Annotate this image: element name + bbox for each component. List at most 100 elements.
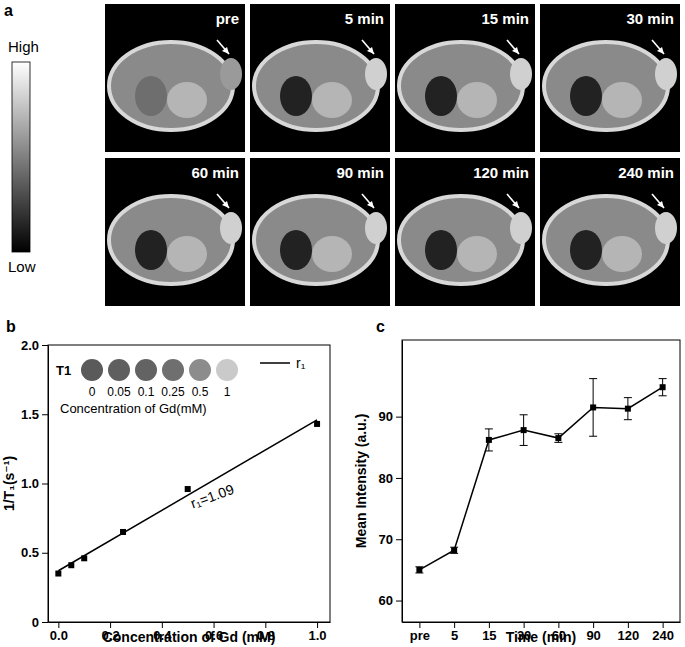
mri-organ: [602, 82, 642, 118]
error-bar: [450, 547, 458, 553]
arrow: [362, 194, 374, 208]
data-point: [120, 529, 126, 535]
time-label: pre: [216, 10, 239, 27]
tick: 70: [379, 532, 402, 547]
panel-label: a: [4, 2, 13, 19]
error-cap: [624, 397, 632, 398]
time-label: 15 min: [481, 10, 529, 27]
axis-title: Mean Intensity (a.u.): [353, 414, 369, 549]
mri-tile: 15 min: [395, 4, 535, 152]
mri-tile: 90 min: [250, 158, 390, 306]
tick-label: 0: [32, 615, 39, 630]
tick-label: 240: [652, 628, 674, 643]
plot-area: [55, 420, 320, 577]
data-point: [81, 555, 87, 561]
tick-label: 0.0: [50, 628, 68, 643]
tick-mark: [396, 539, 402, 540]
mri-body: [254, 42, 378, 130]
mri-tumor: [655, 212, 677, 244]
tick-label: 90: [379, 409, 393, 424]
mri-organ: [570, 230, 602, 270]
tick-label: 70: [379, 532, 393, 547]
time-label: 120 min: [473, 164, 529, 181]
error-cap: [659, 378, 667, 379]
tick-label: 5: [451, 628, 458, 643]
mri-image: [105, 4, 245, 152]
mri-tumor: [220, 212, 242, 244]
tick: 15: [482, 622, 496, 643]
tick-mark: [419, 622, 420, 628]
mri-tile: 120 min: [395, 158, 535, 306]
tick-mark: [396, 601, 402, 602]
mri-tumor: [655, 58, 677, 90]
mri-image: [105, 158, 245, 306]
error-bar: [415, 567, 423, 573]
error-bar: [485, 429, 493, 451]
tick: 90: [379, 409, 402, 424]
mri-tile: 30 min: [540, 4, 680, 152]
tick: 120: [618, 622, 640, 643]
mri-organ: [425, 76, 457, 116]
inset-value: 0.05: [107, 385, 131, 399]
arrow: [507, 194, 519, 208]
tick-mark: [265, 622, 266, 628]
mri-tile: 5 min: [250, 4, 390, 152]
mri-body: [399, 196, 523, 284]
arrow: [507, 40, 519, 54]
arrow-head: [512, 201, 519, 208]
legend: r₁: [260, 355, 306, 371]
sample-spot: [108, 359, 130, 381]
tick-mark: [162, 622, 163, 628]
error-cap: [485, 450, 493, 451]
plot-frame: [48, 345, 330, 622]
arrow: [217, 194, 229, 208]
error-cap: [624, 419, 632, 420]
time-label: 30 min: [626, 10, 674, 27]
fit-line: [58, 420, 317, 571]
mri-tumor: [365, 212, 387, 244]
tick-mark: [110, 622, 111, 628]
mri-image: [395, 158, 535, 306]
mri-body: [544, 42, 668, 130]
tick: 80: [379, 471, 402, 486]
time-label: 90 min: [336, 164, 384, 181]
error-bar: [624, 398, 632, 420]
arrow: [217, 40, 229, 54]
arrow-head: [657, 47, 664, 54]
mri-image: [395, 4, 535, 152]
mri-tumor: [365, 58, 387, 90]
arrow: [652, 40, 664, 54]
time-label: 60 min: [191, 164, 239, 181]
mri-organ: [167, 236, 207, 272]
data-point: [451, 547, 457, 553]
mri-tumor: [510, 58, 532, 90]
arrow-head: [222, 47, 229, 54]
inset-value: 1: [224, 385, 231, 399]
arrow-head: [367, 201, 374, 208]
inset-value: 0.25: [161, 385, 185, 399]
data-point: [68, 562, 74, 568]
tick-label: 0.5: [21, 545, 39, 560]
inset-caption: Concentration of Gd(mM): [60, 401, 207, 416]
data-point: [555, 435, 561, 441]
plot-frame: [402, 340, 680, 622]
error-bar: [589, 379, 597, 437]
arrow-head: [512, 47, 519, 54]
colorbar-label: Low: [8, 258, 36, 275]
tick: 240: [652, 622, 674, 643]
tick: 90: [586, 622, 600, 643]
panel-label: c: [376, 318, 385, 335]
error-cap: [659, 395, 667, 396]
error-cap: [520, 445, 528, 446]
mri-organ: [280, 230, 312, 270]
colorbar: [12, 62, 30, 252]
mri-tumor: [220, 58, 242, 90]
tick-mark: [663, 622, 664, 628]
inset-value: 0: [89, 385, 96, 399]
tick-mark: [454, 622, 455, 628]
tick: pre: [410, 622, 430, 643]
sample-spot: [81, 359, 103, 381]
inset-value: 0.5: [192, 385, 209, 399]
plot-area: [415, 379, 666, 573]
axis: 00.51.01.52.0: [21, 338, 49, 630]
